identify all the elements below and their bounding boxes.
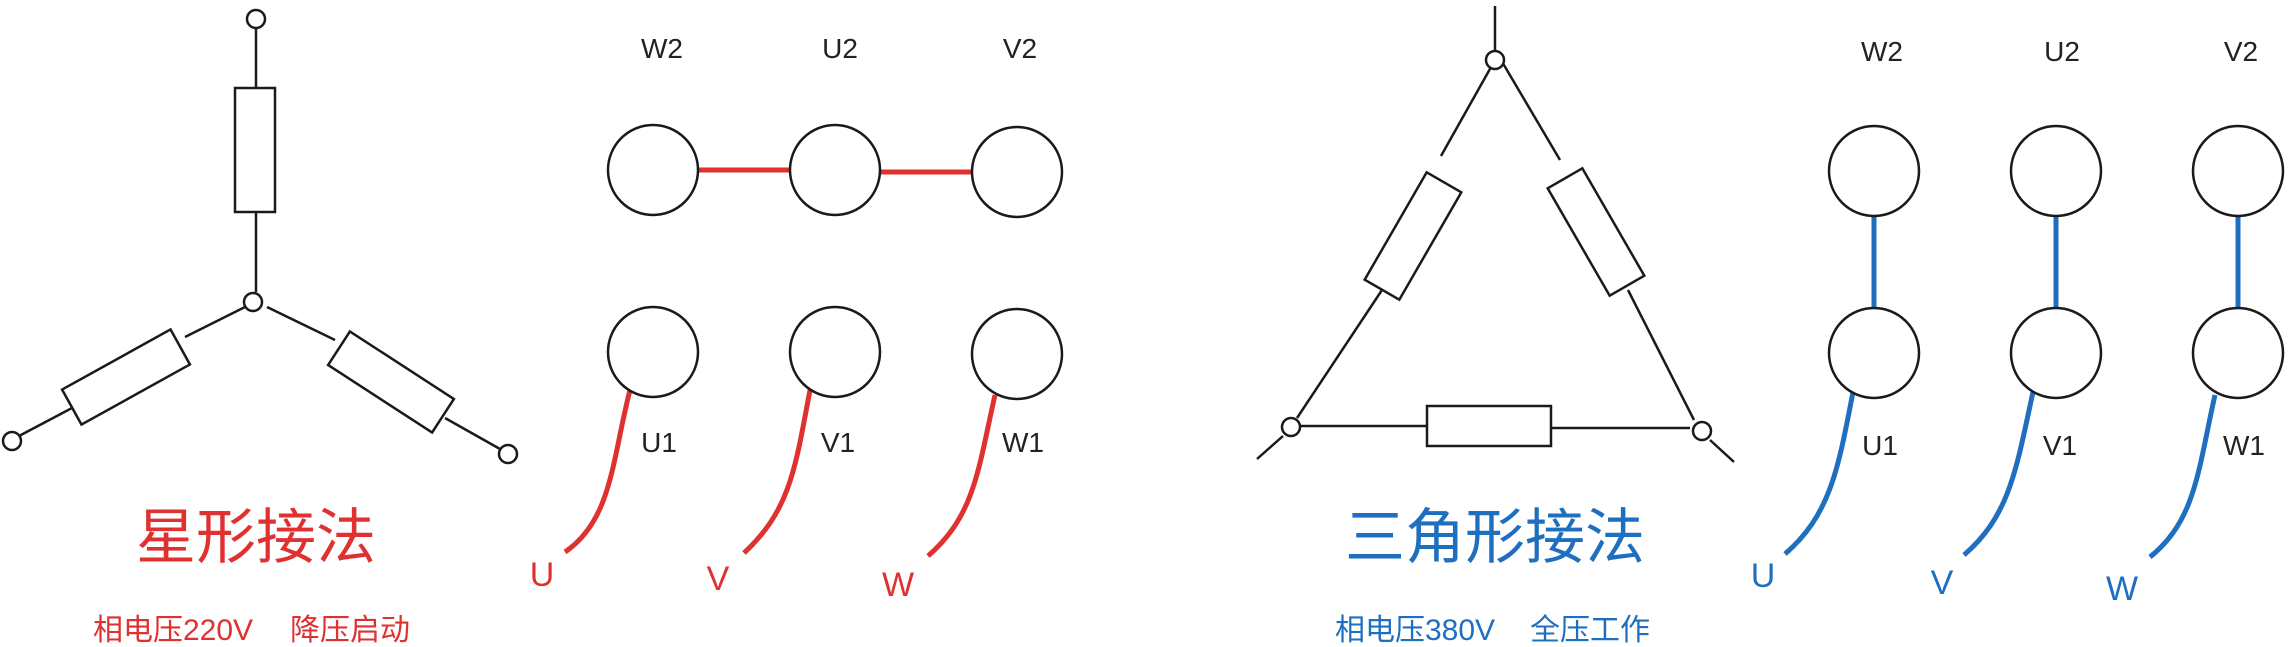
delta-bottom-resistor (1425, 404, 1553, 448)
delta-terminal-w2 (1827, 124, 1921, 218)
delta-label-w1: W1 (2223, 430, 2265, 461)
delta-label-u2: U2 (2044, 36, 2080, 67)
star-schematic (1, 8, 519, 465)
delta-terminal-u2 (2009, 124, 2103, 218)
delta-left-node (1280, 416, 1302, 438)
delta-terminal-v2 (2191, 124, 2285, 218)
delta-right-upper (1499, 59, 1562, 161)
star-phase-u: U (530, 556, 555, 594)
delta-top-node (1484, 49, 1506, 71)
delta-title: 三角形接法 (1345, 504, 1645, 571)
delta-label-v2: V2 (2224, 36, 2258, 67)
delta-phase-w: W (2106, 570, 2138, 608)
star-lead-u (563, 389, 633, 555)
delta-lead-v (1962, 391, 2036, 557)
star-top-terminal (245, 8, 267, 30)
star-right-resistor (326, 329, 456, 435)
star-terminal-u1 (606, 305, 700, 399)
delta-terminal-w1 (2191, 306, 2285, 400)
star-label-u2: U2 (822, 33, 858, 64)
star-terminal-v2 (970, 125, 1064, 219)
delta-terminal-u1 (1827, 306, 1921, 400)
star-right-terminal (497, 443, 519, 465)
star-caption-voltage: 相电压220V (93, 614, 253, 647)
delta-terminal-v1 (2009, 306, 2103, 400)
star-phase-w: W (882, 566, 914, 604)
delta-left-upper (1439, 59, 1497, 157)
star-label-w1: W1 (1002, 427, 1044, 458)
delta-left-resistor (1362, 170, 1464, 302)
delta-phase-v: V (1931, 564, 1954, 602)
star-left-resistor (60, 327, 192, 427)
star-label-v2: V2 (1003, 33, 1037, 64)
star-label-v1: V1 (821, 427, 855, 458)
star-terminal-w2 (606, 123, 700, 217)
star-terminal-v1 (788, 305, 882, 399)
star-label-w2: W2 (641, 33, 683, 64)
delta-phase-u: U (1751, 557, 1776, 595)
delta-label-w2: W2 (1861, 36, 1903, 67)
star-left-lead-inner (184, 305, 246, 339)
star-right-lead-inner (266, 305, 336, 342)
star-left-terminal (1, 430, 23, 452)
delta-right-node (1691, 420, 1713, 442)
delta-right-lower (1626, 289, 1696, 421)
star-lead-w (926, 394, 998, 558)
delta-right-lead (1709, 439, 1735, 463)
delta-lead-w (2148, 394, 2218, 559)
star-label-u1: U1 (641, 427, 677, 458)
delta-label-v1: V1 (2043, 430, 2077, 461)
delta-terminal-board: W2 U2 V2 U1 V1 W1 U V W (1751, 36, 2285, 608)
delta-label-u1: U1 (1862, 430, 1898, 461)
star-terminal-board: W2 U2 V2 U1 V1 W1 U V W (530, 33, 1064, 604)
delta-caption-voltage: 相电压380V (1335, 614, 1495, 647)
star-center-node (242, 291, 264, 313)
delta-lead-u (1783, 391, 1856, 556)
star-terminal-w1 (970, 307, 1064, 401)
star-title: 星形接法 (136, 504, 376, 571)
star-right-lead-outer (444, 416, 501, 451)
delta-right-resistor (1545, 166, 1647, 298)
delta-left-lead (1256, 435, 1284, 460)
delta-left-lower (1295, 289, 1384, 419)
star-caption-mode: 降压启动 (290, 614, 410, 647)
star-phase-v: V (707, 560, 730, 598)
delta-schematic (1256, 6, 1735, 463)
delta-caption-mode: 全压工作 (1530, 614, 1650, 647)
star-terminal-u2 (788, 123, 882, 217)
star-left-lead-outer (18, 406, 73, 438)
star-lead-v (742, 389, 813, 555)
star-top-resistor (233, 86, 277, 214)
